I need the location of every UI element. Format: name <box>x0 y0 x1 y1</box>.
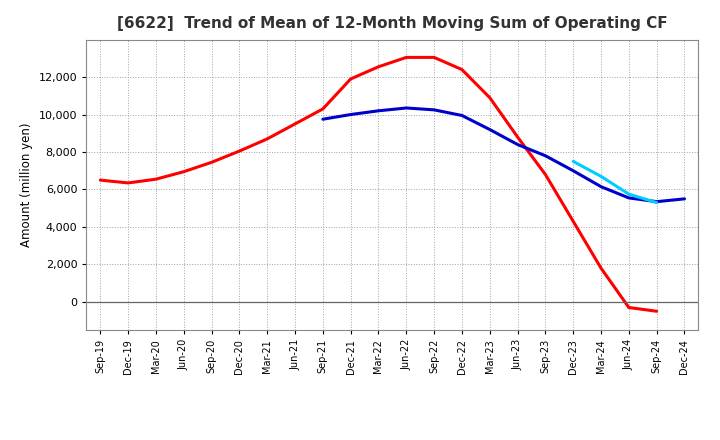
3 Years <box>318 106 327 112</box>
3 Years <box>569 219 577 224</box>
3 Years <box>458 67 467 72</box>
5 Years <box>346 112 355 117</box>
Line: 3 Years: 3 Years <box>100 57 657 311</box>
5 Years <box>318 117 327 122</box>
3 Years <box>513 134 522 139</box>
5 Years <box>652 199 661 204</box>
5 Years <box>374 108 383 114</box>
3 Years <box>485 95 494 100</box>
3 Years <box>430 55 438 60</box>
5 Years <box>624 195 633 201</box>
3 Years <box>541 172 550 177</box>
Y-axis label: Amount (million yen): Amount (million yen) <box>20 123 33 247</box>
3 Years <box>402 55 410 60</box>
7 Years <box>652 200 661 205</box>
7 Years <box>597 174 606 179</box>
3 Years <box>346 76 355 81</box>
7 Years <box>624 191 633 197</box>
5 Years <box>541 153 550 158</box>
3 Years <box>263 136 271 142</box>
3 Years <box>152 176 161 182</box>
3 Years <box>96 177 104 183</box>
Line: 5 Years: 5 Years <box>323 108 685 202</box>
5 Years <box>513 142 522 147</box>
5 Years <box>402 105 410 110</box>
5 Years <box>430 107 438 113</box>
3 Years <box>597 265 606 271</box>
3 Years <box>207 160 216 165</box>
7 Years <box>569 159 577 164</box>
Line: 7 Years: 7 Years <box>573 161 657 202</box>
3 Years <box>624 305 633 310</box>
3 Years <box>124 180 132 186</box>
3 Years <box>291 121 300 127</box>
3 Years <box>179 169 188 174</box>
3 Years <box>235 148 243 154</box>
5 Years <box>569 168 577 173</box>
3 Years <box>374 64 383 70</box>
5 Years <box>680 196 689 202</box>
5 Years <box>458 113 467 118</box>
5 Years <box>597 184 606 189</box>
Title: [6622]  Trend of Mean of 12-Month Moving Sum of Operating CF: [6622] Trend of Mean of 12-Month Moving … <box>117 16 667 32</box>
3 Years <box>652 308 661 314</box>
5 Years <box>485 127 494 132</box>
